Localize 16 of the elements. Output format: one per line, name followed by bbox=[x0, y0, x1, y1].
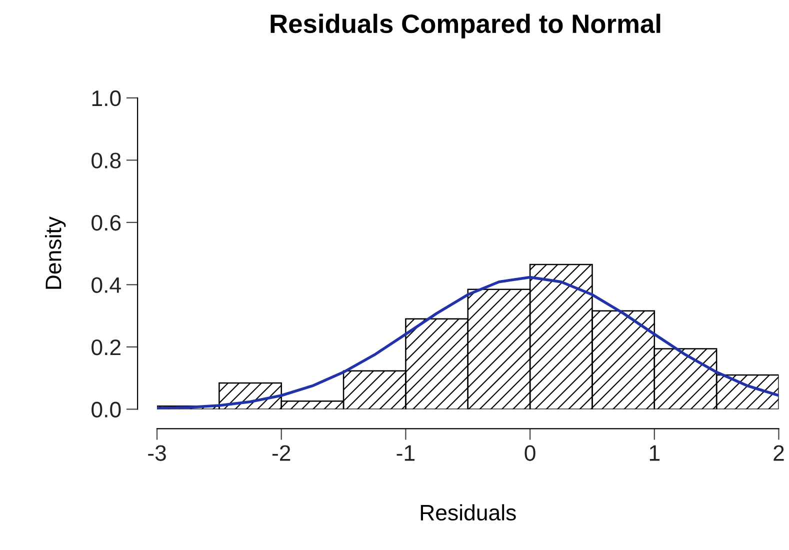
x-tick-label: -1 bbox=[396, 445, 414, 461]
y-tick-label: 0.2 bbox=[92, 339, 120, 356]
y-tick-label: 0.0 bbox=[92, 402, 121, 418]
x-tick-label: -2 bbox=[272, 445, 290, 461]
y-tick-label: 1.0 bbox=[92, 90, 121, 106]
y-tick-label: 0.6 bbox=[92, 214, 121, 231]
y-tick-label: 0.8 bbox=[92, 152, 121, 168]
x-tick-label: -3 bbox=[148, 445, 166, 461]
y-tick-label: 0.4 bbox=[92, 277, 121, 293]
x-axis-title: Residuals bbox=[420, 504, 516, 521]
x-tick-label: 0 bbox=[524, 445, 536, 461]
y-axis-title: Density bbox=[44, 216, 66, 289]
line-series bbox=[157, 276, 779, 410]
chart-title: Residuals Compared to Normal bbox=[270, 14, 660, 38]
x-tick-label: 2 bbox=[774, 445, 784, 461]
x-tick-label: 1 bbox=[650, 445, 660, 461]
